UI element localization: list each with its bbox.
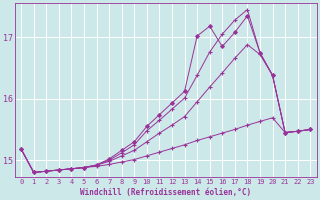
X-axis label: Windchill (Refroidissement éolien,°C): Windchill (Refroidissement éolien,°C) bbox=[80, 188, 251, 197]
